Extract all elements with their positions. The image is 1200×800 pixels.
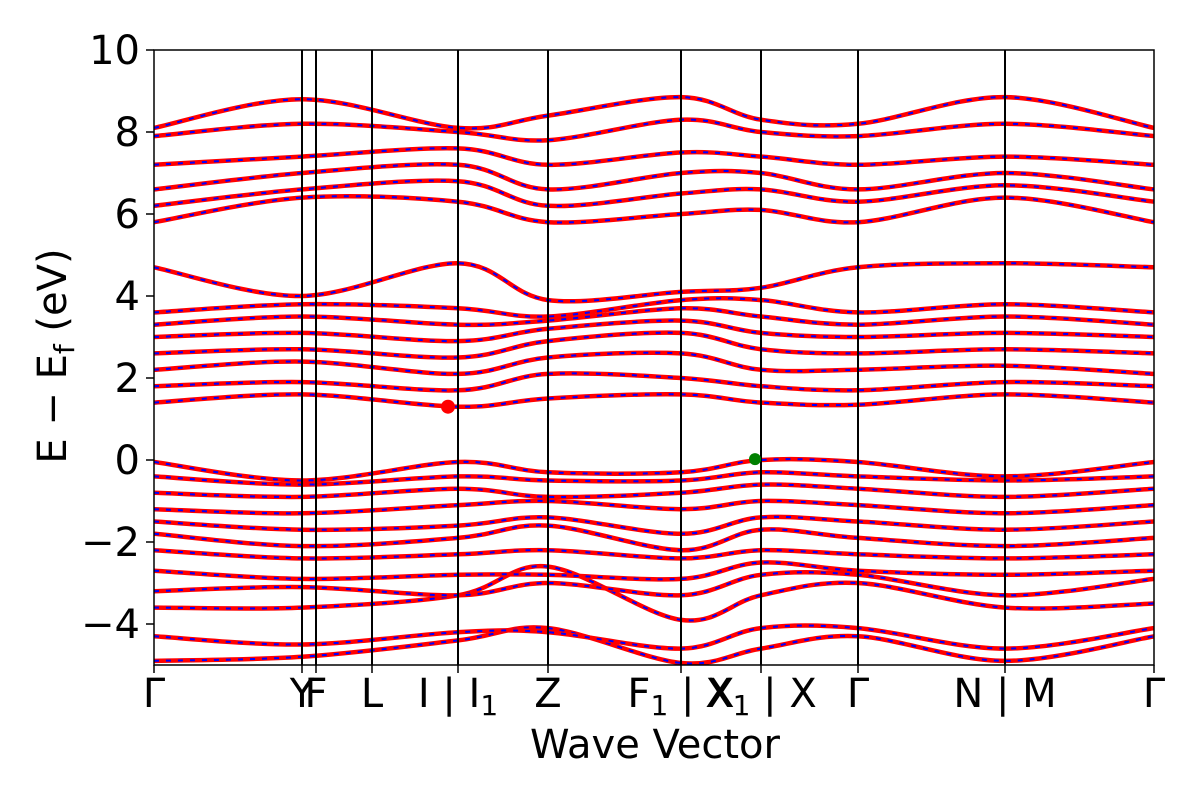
band-line-dashed-23 [154,147,1154,166]
x-tick-label-2: F [304,671,327,717]
band-line-dashed-13 [154,372,1154,392]
band-line-dashed-21 [154,179,1154,208]
y-tick-label-6: 8 [115,110,140,156]
band-line-dashed-18 [154,297,1154,318]
x-tick-label-4: I | I1 [418,671,498,722]
x-tick-label-7: X1 | X [705,671,817,722]
x-tick-label-6: F1 | X [627,671,734,722]
band-line-dashed-2 [154,565,1154,622]
y-axis-title: E − Ef (eV) [30,248,81,463]
y-tick-label-3: 2 [115,356,140,402]
x-tick-label-1: Y [289,671,315,717]
band-line-dashed-22 [154,163,1154,191]
y-axis-ticks: −4 −2 0 2 4 6 8 10 [81,28,154,648]
y-axis-title-subscript: f [48,343,81,354]
high-symmetry-lines [301,50,1006,665]
x-axis-title: Wave Vector [530,722,781,768]
y-tick-label-7: 10 [89,28,140,74]
x-tick-label-9: N | M [953,671,1056,717]
y-axis-title-main: E − E [30,354,76,464]
y-tick-label-5: 6 [115,192,140,238]
band-line-dashed-19 [154,262,1154,303]
x-tick-label-10: Γ [1143,671,1166,717]
cbm-point [441,399,455,414]
plot-frame [153,49,1155,666]
x-tick-label-0: Γ [143,671,166,717]
y-axis-title-unit: (eV) [30,248,76,344]
x-tick-label-3: L [361,671,384,717]
x-tick-label-5: Z [534,671,561,717]
vbm-point [749,453,761,466]
x-axis-ticks: Γ YF L I | I1 Z F1 | XX1 | X Γ N | M Γ [143,665,1166,722]
y-tick-label-4: 4 [115,274,140,320]
band-edge-points [441,399,761,466]
y-tick-label-0: −4 [81,602,140,648]
y-tick-label-2: 0 [115,438,140,484]
x-tick-label-8: Γ [847,671,870,717]
y-tick-label-1: −2 [81,520,140,566]
